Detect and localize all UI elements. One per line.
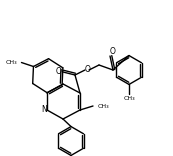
Text: CH₃: CH₃	[6, 60, 17, 65]
Text: O: O	[85, 66, 91, 75]
Text: CH₃: CH₃	[123, 96, 135, 101]
Text: O: O	[110, 47, 116, 56]
Text: CH₃: CH₃	[98, 103, 110, 109]
Text: N: N	[41, 105, 47, 115]
Text: O: O	[56, 68, 62, 76]
